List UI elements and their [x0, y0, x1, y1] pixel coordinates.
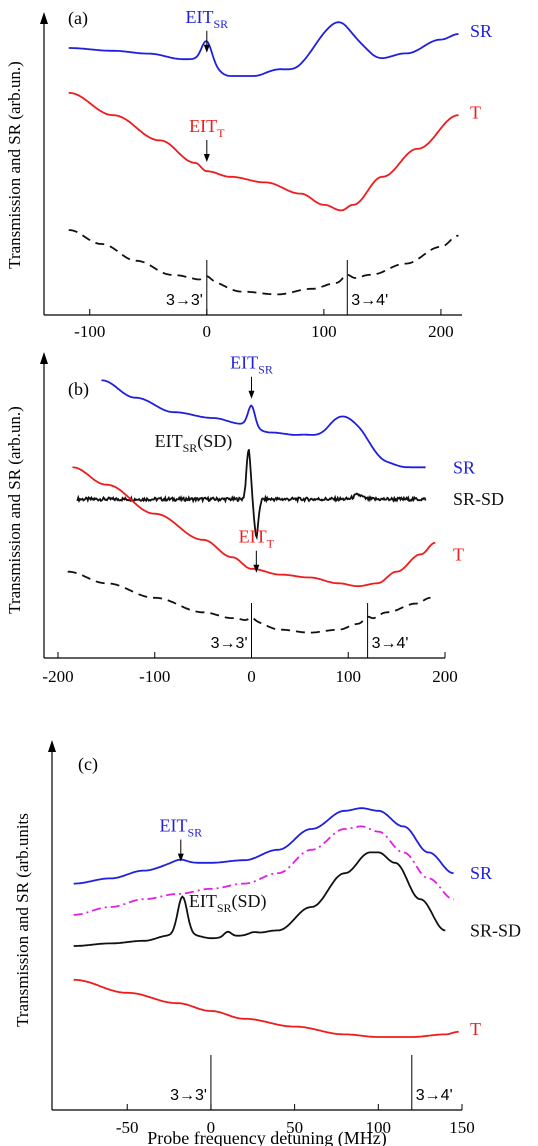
annotation-arrowhead — [253, 564, 260, 573]
series-sr-line — [73, 807, 454, 885]
y-axis-arrow — [40, 352, 48, 364]
transition-label: 3→4' — [372, 635, 409, 652]
y-axis-label: Transmission and SR (arb.units — [13, 813, 32, 1027]
annotation-label: EITSR — [185, 7, 228, 31]
transition-label: 3→3' — [170, 1087, 207, 1104]
x-tick-label: -100 — [139, 667, 170, 686]
series-label: T — [453, 544, 464, 564]
series-sr-sd-line — [73, 851, 446, 947]
annotation-label: EITSR — [230, 353, 273, 377]
x-tick-label: 0 — [207, 1118, 216, 1137]
x-axis-label: Probe frequency detuning (MHz) — [147, 1128, 386, 1146]
panel-label: (c) — [78, 754, 98, 775]
x-tick-label: -100 — [74, 322, 105, 341]
transition-label: 3→4' — [351, 292, 388, 309]
series-t-line — [68, 91, 459, 212]
annotation-arrowhead — [248, 390, 255, 399]
x-tick-label: 200 — [432, 667, 458, 686]
series-label: T — [470, 102, 481, 122]
series-sr-sd-line — [76, 449, 427, 541]
series-label: SR-SD — [453, 489, 504, 509]
x-tick-label: 100 — [336, 667, 362, 686]
x-tick-label: 100 — [311, 322, 337, 341]
annotation-arrowhead — [203, 154, 210, 162]
transition-label: 3→3' — [211, 635, 248, 652]
x-tick-label: -200 — [42, 667, 73, 686]
x-tick-label: 100 — [366, 1118, 392, 1137]
series-sr-line — [101, 379, 426, 469]
transition-label: 3→3' — [166, 292, 203, 309]
panel-3: -50 0 50 100 150 Transmission and SR (arb.uni… — [13, 740, 521, 1146]
series-t-line — [73, 978, 459, 1038]
panel-2: -200 -100 0 100 200 Transmission and SR (arb.… — [5, 352, 504, 686]
annotation-label: EITT — [239, 527, 275, 551]
series-label: T — [470, 1019, 481, 1039]
x-tick-label: 0 — [247, 667, 256, 686]
y-axis-arrow — [48, 740, 56, 752]
series-dashed-line — [67, 570, 431, 634]
series-label: SR — [470, 21, 492, 41]
series-dashdot-line — [73, 825, 454, 916]
panel-1: -100 0 100 200 Transmission and SR (arb.un.)… — [5, 7, 492, 341]
annotation-label: EITSR(SD) — [189, 891, 267, 915]
series-t-line — [72, 466, 436, 588]
annotation-label: EITSR(SD) — [155, 431, 233, 455]
series-dashed-line — [68, 229, 459, 296]
annotation-arrowhead — [177, 853, 184, 862]
series-label: SR-SD — [470, 920, 521, 940]
x-tick-label: 0 — [203, 322, 212, 341]
annotation-label: EITSR — [159, 816, 202, 840]
x-tick-label: -50 — [116, 1118, 139, 1137]
y-axis-label: Transmission and SR (arb.un.) — [5, 61, 24, 269]
series-label: SR — [453, 457, 475, 477]
x-tick-label: 200 — [428, 322, 454, 341]
annotation-arrowhead — [203, 44, 210, 53]
y-axis-label: Transmission and SR (arb.un.) — [5, 406, 24, 614]
panel-label: (b) — [68, 379, 89, 400]
x-tick-label: 50 — [286, 1118, 303, 1137]
annotation-label: EITT — [189, 116, 225, 140]
series-sr-line — [68, 21, 459, 77]
x-tick-label: 150 — [449, 1118, 475, 1137]
panel-label: (a) — [68, 8, 88, 29]
series-label: SR — [470, 863, 492, 883]
y-axis-arrow — [40, 12, 48, 24]
transition-label: 3→4' — [416, 1087, 453, 1104]
